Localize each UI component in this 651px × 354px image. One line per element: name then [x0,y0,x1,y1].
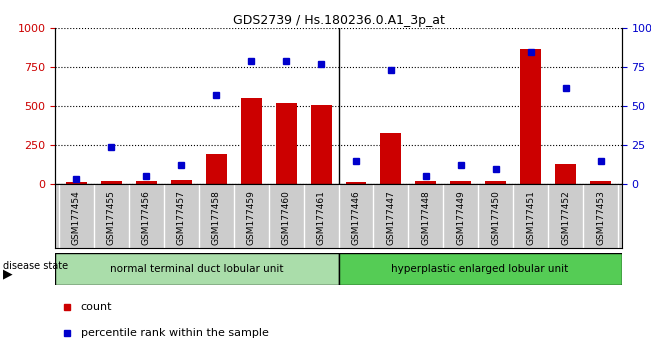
Bar [450,181,471,184]
Text: GSM177453: GSM177453 [596,190,605,245]
Text: GSM177459: GSM177459 [247,190,256,245]
Text: percentile rank within the sample: percentile rank within the sample [81,328,269,338]
Text: GSM177456: GSM177456 [142,190,151,245]
Bar [275,103,297,184]
Text: GSM177449: GSM177449 [456,190,465,245]
Bar [55,253,339,285]
Text: GSM177458: GSM177458 [212,190,221,245]
Bar [101,181,122,184]
Bar [339,253,622,285]
Bar [136,181,157,184]
Text: GSM177460: GSM177460 [282,190,290,245]
Text: GSM177446: GSM177446 [352,190,361,245]
Text: disease state: disease state [3,261,68,271]
Bar [206,154,227,184]
Text: GSM177448: GSM177448 [421,190,430,245]
Bar [555,164,576,184]
Bar [590,181,611,184]
Text: count: count [81,302,113,312]
Text: GSM177450: GSM177450 [492,190,501,245]
Text: GSM177455: GSM177455 [107,190,116,245]
Text: GSM177461: GSM177461 [316,190,326,245]
Text: ▶: ▶ [3,267,13,280]
Bar [520,48,541,184]
Bar [346,182,367,184]
Bar [380,133,402,184]
Text: normal terminal duct lobular unit: normal terminal duct lobular unit [110,264,284,274]
Bar [241,98,262,184]
Text: hyperplastic enlarged lobular unit: hyperplastic enlarged lobular unit [391,264,569,274]
Text: GSM177454: GSM177454 [72,190,81,245]
Bar [415,181,436,184]
Title: GDS2739 / Hs.180236.0.A1_3p_at: GDS2739 / Hs.180236.0.A1_3p_at [232,14,445,27]
Bar [171,180,191,184]
Bar [486,181,506,184]
Text: GSM177451: GSM177451 [526,190,535,245]
Bar [311,105,331,184]
Text: GSM177447: GSM177447 [387,190,395,245]
Text: GSM177452: GSM177452 [561,190,570,245]
Bar [66,182,87,184]
Text: GSM177457: GSM177457 [176,190,186,245]
